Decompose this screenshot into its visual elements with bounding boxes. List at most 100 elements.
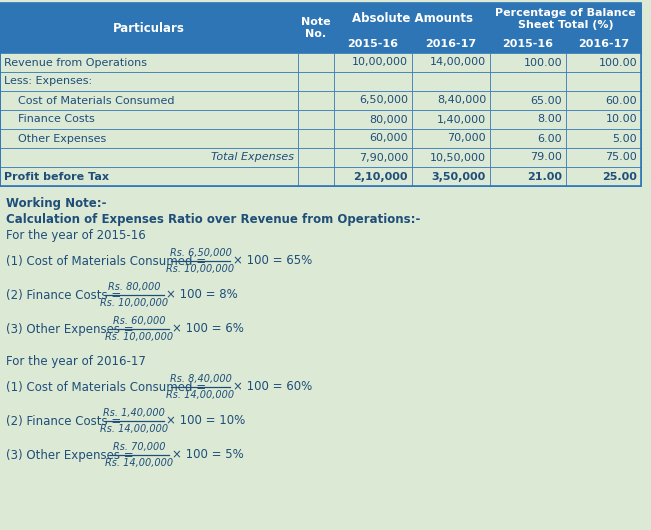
Bar (0, 110, 641, 129)
Text: 2016-17: 2016-17 (426, 39, 477, 49)
Text: 8,40,000: 8,40,000 (437, 95, 486, 105)
Text: (1) Cost of Materials Consumed =: (1) Cost of Materials Consumed = (6, 381, 206, 393)
Text: 25.00: 25.00 (602, 172, 637, 181)
Text: (1) Cost of Materials Consumed =: (1) Cost of Materials Consumed = (6, 254, 206, 268)
Text: (2) Finance Costs =: (2) Finance Costs = (6, 414, 121, 428)
Text: 2,10,000: 2,10,000 (353, 172, 408, 181)
Text: Rs. 8,40,000: Rs. 8,40,000 (169, 374, 232, 384)
Text: 10,00,000: 10,00,000 (352, 57, 408, 67)
Text: 60.00: 60.00 (605, 95, 637, 105)
Text: (3) Other Expenses =: (3) Other Expenses = (6, 322, 133, 335)
Text: Cost of Materials Consumed: Cost of Materials Consumed (18, 95, 174, 105)
Text: Rs. 14,00,000: Rs. 14,00,000 (167, 390, 234, 400)
Bar (412, 110, 490, 129)
Text: Working Note:-: Working Note:- (6, 198, 107, 210)
Bar (0, 3, 298, 53)
Bar (0, 129, 298, 148)
Bar (298, 129, 334, 148)
Bar (298, 91, 334, 110)
Bar (490, 167, 566, 186)
Text: Finance Costs: Finance Costs (18, 114, 95, 125)
Bar (0, 3, 641, 186)
Bar (298, 110, 334, 129)
Bar (0, 110, 298, 129)
Bar (0, 167, 298, 186)
Bar (412, 148, 490, 167)
Bar (334, 129, 412, 148)
Text: Total Expenses: Total Expenses (211, 153, 294, 163)
Bar (334, 3, 490, 35)
Bar (298, 72, 334, 91)
Text: 70,000: 70,000 (447, 134, 486, 144)
Bar (412, 129, 490, 148)
Bar (490, 3, 641, 35)
Text: 6,50,000: 6,50,000 (359, 95, 408, 105)
Bar (490, 91, 566, 110)
Text: Rs. 14,00,000: Rs. 14,00,000 (105, 458, 173, 468)
Bar (298, 148, 334, 167)
Text: Rs. 60,000: Rs. 60,000 (113, 316, 165, 326)
Text: 79.00: 79.00 (530, 153, 562, 163)
Text: 65.00: 65.00 (531, 95, 562, 105)
Text: 7,90,000: 7,90,000 (359, 153, 408, 163)
Bar (0, 91, 298, 110)
Bar (566, 167, 641, 186)
Text: Rs. 14,00,000: Rs. 14,00,000 (100, 424, 168, 434)
Bar (490, 35, 566, 53)
Text: 8.00: 8.00 (537, 114, 562, 125)
Bar (334, 72, 412, 91)
Text: Rs. 10,00,000: Rs. 10,00,000 (167, 264, 234, 274)
Bar (0, 91, 641, 110)
Text: Profit before Tax: Profit before Tax (4, 172, 109, 181)
Text: 2016-17: 2016-17 (578, 39, 629, 49)
Text: 2015-16: 2015-16 (503, 39, 553, 49)
Text: × 100 = 5%: × 100 = 5% (172, 448, 243, 462)
Bar (334, 91, 412, 110)
Bar (566, 53, 641, 72)
Bar (566, 148, 641, 167)
Text: × 100 = 65%: × 100 = 65% (233, 254, 312, 268)
Text: Absolute Amounts: Absolute Amounts (352, 13, 473, 25)
Text: 2015-16: 2015-16 (348, 39, 398, 49)
Bar (334, 148, 412, 167)
Text: Note
No.: Note No. (301, 17, 331, 39)
Bar (490, 110, 566, 129)
Bar (0, 129, 641, 148)
Bar (0, 167, 641, 186)
Text: 21.00: 21.00 (527, 172, 562, 181)
Bar (412, 35, 490, 53)
Text: 10.00: 10.00 (605, 114, 637, 125)
Text: 6.00: 6.00 (537, 134, 562, 144)
Text: (2) Finance Costs =: (2) Finance Costs = (6, 288, 121, 302)
Bar (566, 72, 641, 91)
Bar (490, 148, 566, 167)
Text: 60,000: 60,000 (370, 134, 408, 144)
Text: Other Expenses: Other Expenses (18, 134, 106, 144)
Bar (334, 53, 412, 72)
Text: 100.00: 100.00 (523, 57, 562, 67)
Bar (0, 53, 641, 72)
Bar (298, 3, 334, 53)
Text: For the year of 2016-17: For the year of 2016-17 (6, 356, 146, 368)
Text: 10,50,000: 10,50,000 (430, 153, 486, 163)
Text: Rs. 70,000: Rs. 70,000 (113, 442, 165, 452)
Text: Rs. 10,00,000: Rs. 10,00,000 (100, 298, 168, 308)
Bar (566, 110, 641, 129)
Text: Rs. 80,000: Rs. 80,000 (108, 282, 160, 292)
Bar (412, 91, 490, 110)
Text: For the year of 2015-16: For the year of 2015-16 (6, 229, 146, 243)
Text: 3,50,000: 3,50,000 (432, 172, 486, 181)
Text: 100.00: 100.00 (598, 57, 637, 67)
Text: 14,00,000: 14,00,000 (430, 57, 486, 67)
Text: Rs. 10,00,000: Rs. 10,00,000 (105, 332, 173, 342)
Bar (0, 72, 298, 91)
Bar (566, 35, 641, 53)
Text: Calculation of Expenses Ratio over Revenue from Operations:-: Calculation of Expenses Ratio over Reven… (6, 214, 421, 226)
Text: × 100 = 8%: × 100 = 8% (167, 288, 238, 302)
Bar (0, 148, 641, 167)
Bar (490, 53, 566, 72)
Text: 75.00: 75.00 (605, 153, 637, 163)
Bar (334, 167, 412, 186)
Bar (412, 53, 490, 72)
Text: Revenue from Operations: Revenue from Operations (4, 57, 147, 67)
